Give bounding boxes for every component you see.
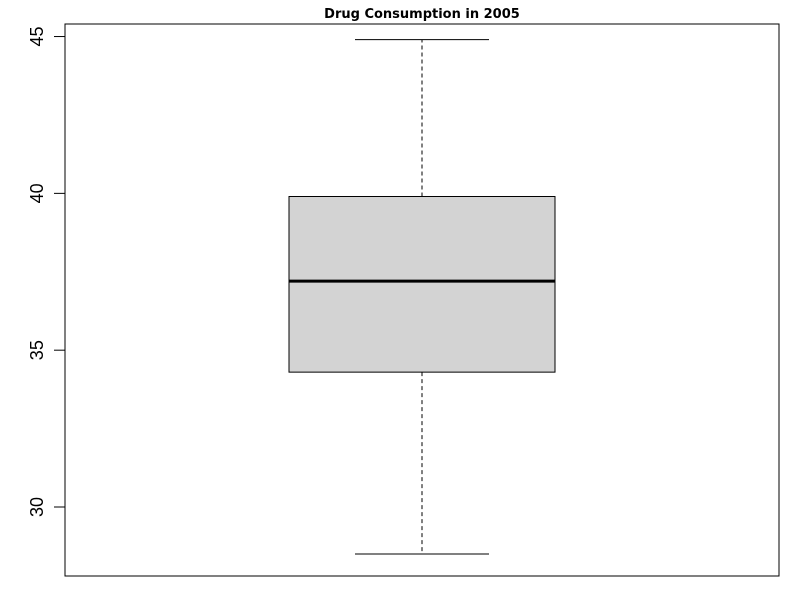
y-tick-label: 35: [27, 340, 47, 360]
plot-frame: [64, 23, 780, 577]
y-tick-label: 45: [27, 27, 47, 47]
chart-title: Drug Consumption in 2005: [324, 7, 520, 22]
boxplot: [288, 39, 556, 555]
y-tick-label: 40: [27, 183, 47, 203]
iqr-box: [288, 196, 556, 373]
y-axis: 30 35 40 45: [27, 27, 65, 517]
y-tick-label: 30: [27, 497, 47, 517]
